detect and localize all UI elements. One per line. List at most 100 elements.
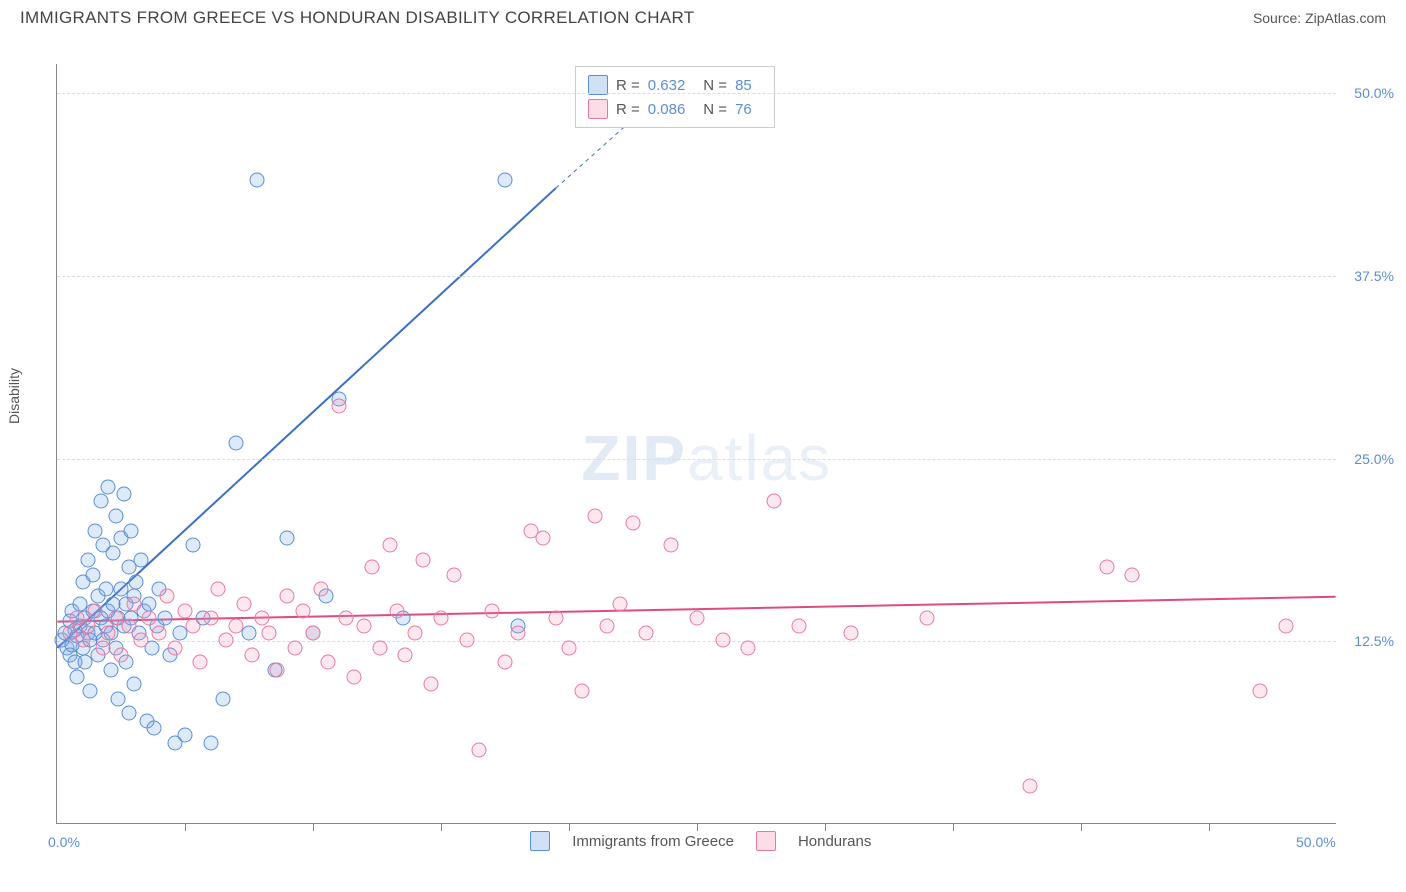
legend-n-label: N = <box>703 77 727 94</box>
data-point-pink <box>843 626 858 641</box>
gridline-h <box>57 459 1336 460</box>
data-point-pink <box>178 604 193 619</box>
data-point-pink <box>459 633 474 648</box>
data-point-blue <box>108 509 123 524</box>
x-tick <box>569 823 570 831</box>
data-point-blue <box>242 626 257 641</box>
data-point-pink <box>254 611 269 626</box>
data-point-pink <box>244 647 259 662</box>
x-axis-min-label: 0.0% <box>48 834 80 850</box>
data-point-pink <box>126 596 141 611</box>
x-tick <box>185 823 186 831</box>
source-link[interactable]: ZipAtlas.com <box>1305 10 1386 26</box>
data-point-blue <box>121 706 136 721</box>
data-point-blue <box>134 552 149 567</box>
data-point-pink <box>382 538 397 553</box>
data-point-pink <box>434 611 449 626</box>
gridline-h <box>57 641 1336 642</box>
data-point-blue <box>124 523 139 538</box>
data-point-blue <box>129 574 144 589</box>
x-tick <box>1209 823 1210 831</box>
data-point-pink <box>218 633 233 648</box>
legend-n-label: N = <box>703 101 727 118</box>
data-point-pink <box>80 618 95 633</box>
data-point-blue <box>83 684 98 699</box>
data-point-pink <box>920 611 935 626</box>
data-point-pink <box>1253 684 1268 699</box>
data-point-blue <box>80 552 95 567</box>
data-point-pink <box>423 677 438 692</box>
data-point-pink <box>346 669 361 684</box>
data-point-pink <box>446 567 461 582</box>
legend-r-label: R = <box>616 101 640 118</box>
data-point-pink <box>587 509 602 524</box>
data-point-blue <box>111 691 126 706</box>
data-point-pink <box>600 618 615 633</box>
data-point-pink <box>472 742 487 757</box>
data-point-pink <box>262 626 277 641</box>
x-tick <box>1081 823 1082 831</box>
source-prefix: Source: <box>1253 10 1305 26</box>
legend-swatch-blue <box>530 831 550 851</box>
legend-stats-box: R =0.632N =85R =0.086N =76 <box>575 66 775 128</box>
data-point-blue <box>126 677 141 692</box>
data-point-blue <box>116 487 131 502</box>
data-point-pink <box>1022 779 1037 794</box>
data-point-pink <box>236 596 251 611</box>
data-point-pink <box>638 626 653 641</box>
data-point-pink <box>96 640 111 655</box>
data-point-pink <box>664 538 679 553</box>
data-point-pink <box>416 552 431 567</box>
data-point-pink <box>792 618 807 633</box>
data-point-pink <box>1125 567 1140 582</box>
y-tick-label: 12.5% <box>1354 633 1394 649</box>
legend-series-label: Immigrants from Greece <box>572 833 734 850</box>
chart-title: IMMIGRANTS FROM GREECE VS HONDURAN DISAB… <box>20 8 694 28</box>
source-attribution: Source: ZipAtlas.com <box>1253 10 1386 26</box>
data-point-pink <box>88 604 103 619</box>
data-point-pink <box>288 640 303 655</box>
data-point-pink <box>142 611 157 626</box>
data-point-pink <box>357 618 372 633</box>
data-point-pink <box>339 611 354 626</box>
data-point-pink <box>574 684 589 699</box>
data-point-pink <box>613 596 628 611</box>
data-point-pink <box>715 633 730 648</box>
data-point-pink <box>134 633 149 648</box>
x-tick <box>697 823 698 831</box>
data-point-pink <box>364 560 379 575</box>
legend-n-value: 85 <box>735 77 752 94</box>
legend-series-label: Hondurans <box>798 833 871 850</box>
data-point-pink <box>331 399 346 414</box>
data-point-pink <box>372 640 387 655</box>
data-point-blue <box>185 538 200 553</box>
data-point-pink <box>562 640 577 655</box>
data-point-pink <box>626 516 641 531</box>
data-point-blue <box>178 728 193 743</box>
legend-r-value: 0.632 <box>648 77 686 94</box>
data-point-pink <box>485 604 500 619</box>
y-tick-label: 50.0% <box>1354 85 1394 101</box>
data-point-blue <box>216 691 231 706</box>
gridline-h <box>57 93 1336 94</box>
data-point-pink <box>766 494 781 509</box>
data-point-pink <box>203 611 218 626</box>
data-point-pink <box>690 611 705 626</box>
chart-container: Disability ZIPatlas R =0.632N =85R =0.08… <box>20 44 1386 844</box>
data-point-pink <box>741 640 756 655</box>
legend-swatch-pink <box>588 99 608 119</box>
legend-r-label: R = <box>616 77 640 94</box>
y-tick-label: 37.5% <box>1354 268 1394 284</box>
data-point-blue <box>498 172 513 187</box>
data-point-pink <box>549 611 564 626</box>
data-point-pink <box>152 626 167 641</box>
legend-swatch-pink <box>756 831 776 851</box>
data-point-pink <box>280 589 295 604</box>
y-tick-label: 25.0% <box>1354 451 1394 467</box>
legend-r-value: 0.086 <box>648 101 686 118</box>
x-tick <box>441 823 442 831</box>
data-point-blue <box>280 531 295 546</box>
data-point-blue <box>98 582 113 597</box>
legend-swatch-blue <box>588 75 608 95</box>
data-point-pink <box>1278 618 1293 633</box>
